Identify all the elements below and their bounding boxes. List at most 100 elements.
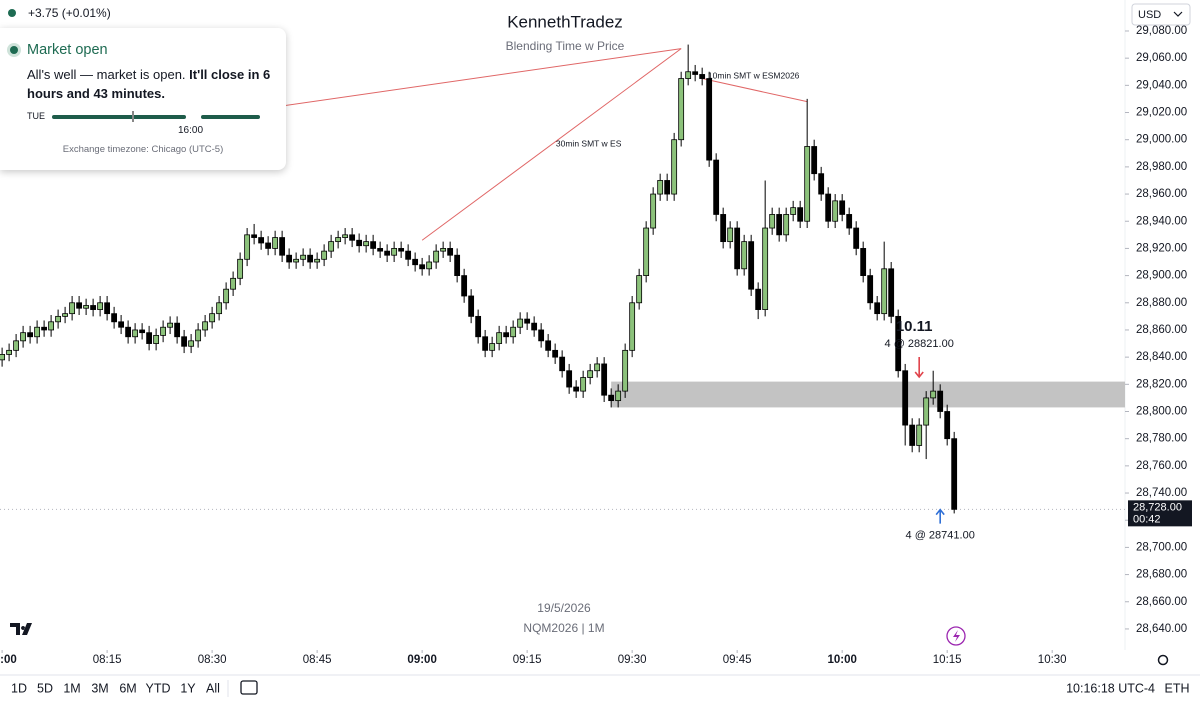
candle-body	[545, 340, 552, 351]
candle-body	[629, 302, 636, 351]
candle-body	[328, 241, 335, 252]
currency[interactable]: USD	[1138, 9, 1161, 21]
range-button[interactable]: All	[206, 681, 220, 695]
candle-body	[671, 139, 678, 195]
candle-body	[636, 275, 643, 304]
y-tick-label: 28,820.00	[1136, 378, 1187, 390]
candle-body	[265, 242, 272, 249]
candle-body	[482, 336, 489, 351]
candle-body	[664, 180, 671, 195]
settings-icon[interactable]	[1157, 654, 1169, 666]
candle-body	[657, 180, 664, 195]
candle-body	[622, 349, 629, 392]
status-dot	[8, 9, 16, 17]
candle-body	[244, 234, 251, 260]
candle-body	[797, 207, 804, 222]
candle-body	[489, 343, 496, 351]
candle-body	[6, 349, 13, 355]
x-tick-label: 10:00	[827, 654, 856, 666]
status-dot	[10, 46, 18, 54]
timezone: Exchange timezone: Chicago (UTC-5)	[62, 144, 224, 155]
range-button[interactable]: 6M	[119, 681, 136, 695]
candle-body	[349, 234, 356, 241]
candle-body	[895, 315, 902, 372]
candle-body	[167, 322, 174, 328]
x-tick-label: 10:15	[933, 654, 962, 666]
candle-body	[524, 318, 531, 324]
candle-body	[573, 386, 580, 392]
candle-body	[174, 322, 181, 338]
goto-date-icon[interactable]	[240, 680, 258, 695]
session-bar	[52, 115, 186, 119]
candle-body	[734, 227, 741, 270]
candle-body	[62, 313, 69, 317]
candle-body	[769, 214, 776, 229]
candle-body	[503, 332, 510, 338]
candle-body	[923, 397, 930, 426]
range-button[interactable]: 1M	[63, 681, 80, 695]
clock: 10:16:18 UTC-4	[1066, 681, 1155, 695]
y-tick-label: 28,760.00	[1136, 460, 1187, 472]
range-button[interactable]: YTD	[146, 681, 171, 695]
candle-body	[706, 78, 713, 161]
chart-title: KennethTradez	[507, 12, 623, 31]
candle-body	[433, 250, 440, 263]
candle-body	[454, 254, 461, 277]
session[interactable]: ETH	[1165, 681, 1190, 695]
candle-body	[727, 227, 734, 243]
candle-body	[755, 288, 762, 310]
range-button[interactable]: 1D	[11, 681, 27, 695]
range-button[interactable]: 5D	[37, 681, 53, 695]
candle-body	[118, 321, 125, 328]
trendline-label: 30min SMT w ES	[556, 139, 622, 149]
y-tick-label: 29,060.00	[1136, 52, 1187, 64]
x-tick-label: 09:15	[513, 654, 542, 666]
candle-body	[930, 390, 937, 399]
candle-body	[139, 329, 146, 334]
currency-select[interactable]	[1131, 3, 1191, 26]
candle-body	[951, 438, 958, 510]
range-button[interactable]: 1Y	[180, 681, 196, 695]
now-tick	[132, 111, 134, 122]
candle-body	[783, 214, 790, 236]
popup-message: All's well — market is open. It'll close…	[27, 65, 272, 103]
candle-body	[608, 394, 615, 402]
candle-body	[146, 332, 153, 344]
candle-body	[209, 313, 216, 323]
message-bold: It'll close in 6 hours and 43 minutes.	[27, 67, 271, 101]
candle-body	[902, 370, 909, 426]
candle-body	[818, 173, 825, 195]
candle-body	[776, 214, 783, 236]
candle-body	[0, 354, 6, 361]
candle-body	[944, 411, 951, 440]
countdown: 00:42	[1133, 513, 1161, 525]
candle-body	[27, 332, 34, 338]
candle-body	[867, 275, 874, 304]
y-tick-label: 29,000.00	[1136, 134, 1187, 146]
candle-body	[34, 326, 41, 338]
candle-body	[153, 334, 160, 344]
candle-body	[111, 313, 118, 323]
candle-body	[300, 254, 307, 260]
trade-title: 10.11	[896, 318, 933, 335]
market-status-popup: Market open All's well — market is open.…	[0, 28, 286, 170]
x-tick-label: 08:00	[0, 654, 17, 666]
candle-body	[125, 326, 132, 338]
candle-body	[342, 234, 349, 238]
buy-arrow	[935, 508, 945, 524]
chart-subtitle: Blending Time w Price	[506, 39, 625, 53]
candle-body	[888, 268, 895, 317]
candle-body	[699, 74, 706, 79]
y-tick-label: 28,700.00	[1136, 541, 1187, 553]
candle-body	[377, 248, 384, 252]
range-button[interactable]: 3M	[91, 681, 108, 695]
candle-body	[762, 227, 769, 310]
alert-bolt	[953, 630, 960, 642]
candle-body	[531, 322, 538, 331]
x-tick-label: 09:00	[407, 654, 436, 666]
y-tick-label: 28,940.00	[1136, 215, 1187, 227]
candle-body	[48, 321, 55, 331]
trendline-label: 10min SMT w ESM2026	[708, 70, 800, 80]
